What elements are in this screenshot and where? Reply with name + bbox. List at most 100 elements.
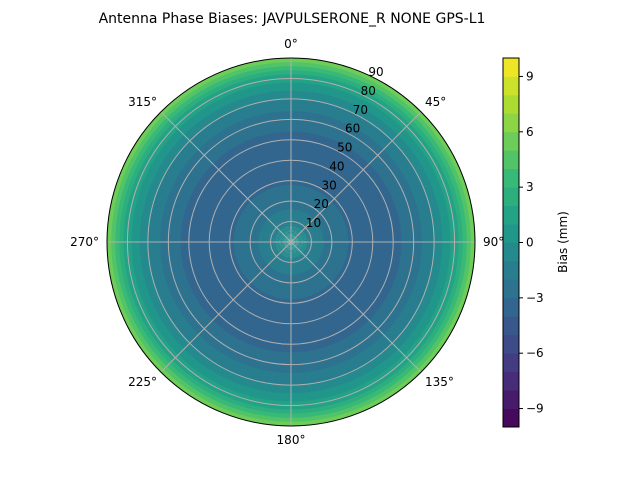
contour-cell <box>294 242 300 245</box>
contour-cell <box>297 247 302 251</box>
contour-cell <box>280 209 284 215</box>
contour-cell <box>300 231 305 235</box>
contour-cell <box>274 216 279 222</box>
contour-cell <box>262 257 268 262</box>
contour-cell <box>282 243 288 245</box>
contour-cell <box>286 229 289 235</box>
contour-cell <box>312 228 318 233</box>
contour-cell <box>294 230 297 235</box>
contour-cell <box>280 264 284 270</box>
contour-cell <box>278 237 284 240</box>
contour-cell <box>298 243 304 246</box>
contour-cell <box>272 213 277 219</box>
contour-cell <box>297 251 302 257</box>
contour-cell <box>267 256 273 261</box>
contour-cell <box>297 265 301 271</box>
contour-cell <box>270 220 275 225</box>
contour-cell <box>268 229 274 233</box>
contour-cell <box>271 260 276 265</box>
contour-cell <box>306 260 311 265</box>
contour-cell <box>307 214 313 220</box>
contour-cell <box>270 253 276 258</box>
contour-cell <box>314 232 320 236</box>
contour-cell <box>316 253 322 258</box>
contour-cell <box>267 223 273 228</box>
contour-cell <box>286 245 290 251</box>
contour-cell <box>273 261 278 267</box>
contour-cell <box>313 229 319 234</box>
contour-cell <box>298 243 304 245</box>
contour-cell <box>293 253 296 259</box>
contour-cell <box>283 248 287 253</box>
contour-cell <box>297 227 302 233</box>
contour-cell <box>302 235 308 239</box>
contour-cell <box>280 218 284 224</box>
contour-cell <box>276 258 280 264</box>
contour-cell <box>278 210 283 216</box>
contour-cell <box>288 229 290 235</box>
contour-cell <box>294 238 300 241</box>
contour-cell <box>305 224 310 229</box>
contour-cell <box>281 265 285 271</box>
contour-cell <box>282 243 288 246</box>
contour-cell <box>258 233 264 237</box>
contour-cell <box>294 253 298 259</box>
contour-cell <box>297 252 301 257</box>
polar-contour-fill <box>107 58 475 426</box>
contour-cell <box>259 250 265 255</box>
contour-cell <box>295 213 299 219</box>
contour-cell <box>282 238 288 241</box>
contour-cell <box>277 249 282 253</box>
contour-cell <box>288 233 291 239</box>
contour-cell <box>310 245 316 248</box>
contour-cell <box>285 234 289 239</box>
contour-cell <box>298 244 304 247</box>
contour-cell <box>267 217 272 222</box>
contour-cell <box>311 218 316 223</box>
contour-cell <box>287 245 290 251</box>
contour-cell <box>308 263 314 269</box>
contour-cell <box>298 251 303 256</box>
contour-cell <box>314 234 320 238</box>
contour-cell <box>278 264 283 270</box>
contour-cell <box>298 269 302 275</box>
contour-cell <box>309 222 314 227</box>
contour-cell <box>317 250 323 255</box>
contour-cell <box>287 249 290 255</box>
contour-cell <box>312 227 318 231</box>
contour-cell <box>294 239 300 241</box>
contour-cell <box>285 253 288 259</box>
contour-cell <box>262 256 268 261</box>
contour-cell <box>282 231 286 236</box>
contour-cell <box>314 222 320 227</box>
contour-cell <box>271 265 276 271</box>
contour-cell <box>264 228 270 233</box>
contour-cell <box>276 263 280 269</box>
contour-cell <box>279 251 284 256</box>
contour-cell <box>305 265 310 271</box>
contour-cell <box>293 245 296 250</box>
contour-cell <box>277 215 282 221</box>
contour-cell <box>280 234 285 238</box>
contour-cell <box>282 239 288 242</box>
contour-cell <box>287 225 290 231</box>
contour-cell <box>302 263 306 269</box>
contour-cell <box>293 229 296 235</box>
contour-cell <box>277 230 282 235</box>
contour-cell <box>303 222 308 227</box>
contour-cell <box>299 239 304 242</box>
contour-cell <box>308 215 314 221</box>
contour-cell <box>298 214 302 220</box>
contour-cell <box>298 235 303 239</box>
contour-cell <box>309 249 315 253</box>
contour-cell <box>294 225 297 231</box>
contour-cell <box>303 242 308 244</box>
contour-cell <box>306 265 311 271</box>
contour-cell <box>302 237 308 240</box>
contour-cell <box>294 225 298 231</box>
contour-cell <box>311 239 317 242</box>
contour-cell <box>267 248 272 252</box>
contour-cell <box>295 231 299 236</box>
contour-cell <box>285 249 289 255</box>
contour-cell <box>292 266 295 272</box>
